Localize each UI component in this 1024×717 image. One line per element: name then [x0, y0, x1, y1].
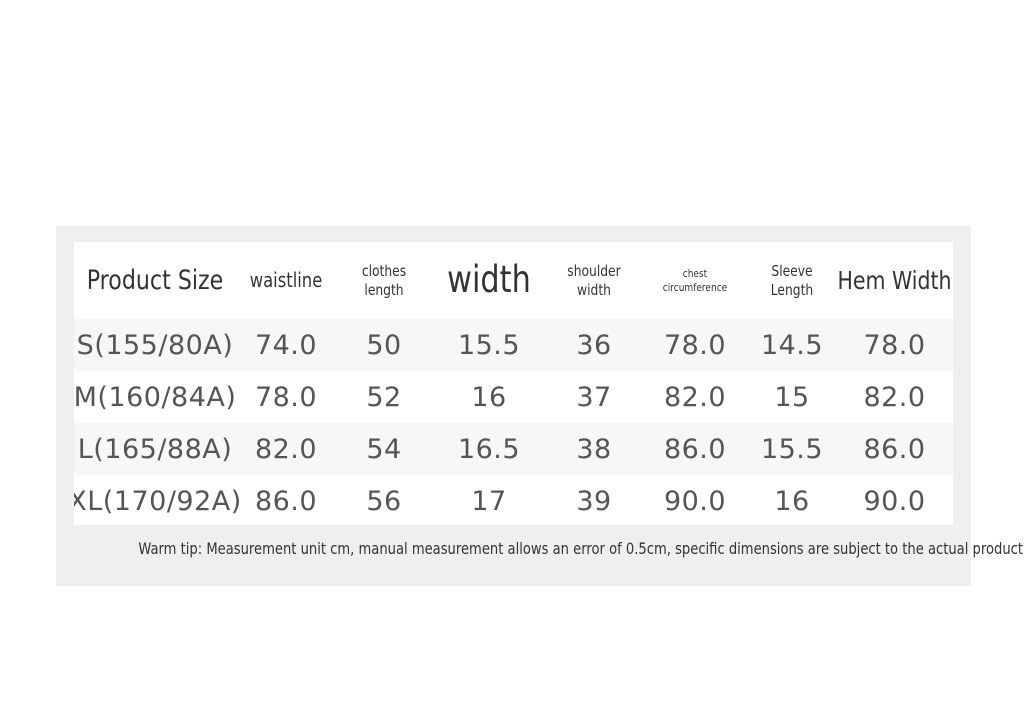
size-cell: XL(170/92A) — [74, 485, 242, 517]
shoulder-width-cell: 38 — [576, 433, 612, 465]
hem-width-cell: 90.0 — [863, 485, 926, 517]
sleeve-length-header-line-2: Length — [770, 280, 814, 299]
clothes-length-cell: 54 — [366, 433, 402, 465]
shoulder-width-cell: 36 — [576, 329, 612, 361]
table-row: L(165/88A) 82.0 54 16.5 38 86.0 15.5 86.… — [74, 423, 953, 475]
shoulder-width-header-line-1: shoulder — [567, 261, 621, 280]
size-cell: L(165/88A) — [77, 433, 233, 465]
chest-circumference-header-line-1: chest — [682, 266, 708, 280]
width-header: width — [442, 242, 535, 319]
size-chart-table: Product Size waistline clothes length wi… — [74, 242, 953, 525]
width-cell: 16 — [471, 381, 507, 413]
chest-circumference-header-text: chest circumference — [663, 267, 727, 295]
product-size-header: Product Size — [86, 242, 224, 319]
clothes-length-header-line-1: clothes — [361, 261, 407, 280]
size-cell: S(155/80A) — [76, 329, 234, 361]
clothes-length-header-text: clothes length — [362, 262, 406, 300]
width-header-text: width — [447, 258, 531, 302]
width-cell: 17 — [471, 485, 507, 517]
waistline-cell: 86.0 — [254, 485, 318, 517]
chest-circumference-cell: 82.0 — [663, 381, 727, 413]
shoulder-width-header: shoulder width — [555, 242, 634, 319]
product-size-header-text: Product Size — [86, 264, 224, 296]
width-cell: 16.5 — [457, 433, 521, 465]
size-chart-panel: Product Size waistline clothes length wi… — [56, 226, 1024, 586]
width-cell: 15.5 — [457, 329, 521, 361]
clothes-length-cell: 50 — [366, 329, 402, 361]
waistline-header-text: waistline — [249, 268, 323, 292]
clothes-length-cell: 52 — [366, 381, 402, 413]
table-row: S(155/80A) 74.0 50 15.5 36 78.0 14.5 78.… — [74, 319, 953, 371]
clothes-length-header: clothes length — [345, 242, 424, 319]
sleeve-length-cell: 16 — [774, 485, 810, 517]
sleeve-length-cell: 15 — [774, 381, 810, 413]
waistline-cell: 74.0 — [254, 329, 318, 361]
shoulder-width-header-text: shoulder width — [567, 262, 620, 300]
table-header-row: Product Size waistline clothes length wi… — [74, 242, 953, 319]
table-row: M(160/84A) 78.0 52 16 37 82.0 15 82.0 — [74, 371, 953, 423]
table-row: XL(170/92A) 86.0 56 17 39 90.0 16 90.0 — [74, 475, 953, 525]
waistline-cell: 82.0 — [254, 433, 318, 465]
waistline-cell: 78.0 — [254, 381, 318, 413]
sleeve-length-cell: 15.5 — [760, 433, 824, 465]
chest-circumference-cell: 90.0 — [663, 485, 727, 517]
measurement-tip: Warm tip: Measurement unit cm, manual me… — [138, 539, 1024, 558]
chest-circumference-cell: 78.0 — [663, 329, 727, 361]
chest-circumference-header: chest circumference — [652, 242, 739, 319]
hem-width-cell: 78.0 — [863, 329, 926, 361]
shoulder-width-cell: 37 — [576, 381, 612, 413]
chest-circumference-header-line-2: circumference — [662, 280, 728, 294]
chest-circumference-cell: 86.0 — [663, 433, 727, 465]
shoulder-width-header-line-2: width — [577, 280, 611, 299]
clothes-length-cell: 56 — [366, 485, 402, 517]
hem-width-cell: 82.0 — [863, 381, 926, 413]
hem-width-header-text: Hem Width — [837, 265, 952, 295]
sleeve-length-cell: 14.5 — [760, 329, 824, 361]
hem-width-header: Hem Width — [837, 242, 951, 319]
waistline-header: waistline — [245, 242, 327, 319]
sleeve-length-header-line-1: Sleeve — [771, 261, 813, 280]
shoulder-width-cell: 39 — [576, 485, 612, 517]
sleeve-length-header-text: Sleeve Length — [771, 262, 813, 300]
clothes-length-header-line-2: length — [364, 280, 404, 299]
sleeve-length-header: Sleeve Length — [756, 242, 828, 319]
hem-width-cell: 86.0 — [863, 433, 926, 465]
size-cell: M(160/84A) — [74, 381, 237, 413]
